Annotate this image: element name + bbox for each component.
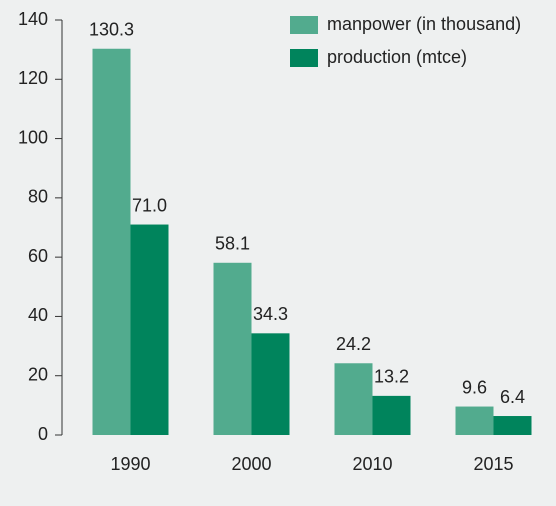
bar (213, 262, 252, 435)
x-tick-label: 2015 (473, 454, 513, 474)
legend-swatch (290, 16, 318, 34)
value-label: 71.0 (132, 195, 167, 215)
y-tick-label: 0 (38, 424, 48, 444)
y-tick-label: 100 (18, 127, 48, 147)
bar (455, 406, 494, 435)
value-label: 58.1 (215, 234, 250, 254)
x-tick-label: 1990 (110, 454, 150, 474)
bar (493, 416, 532, 435)
bar (92, 48, 131, 435)
y-tick-label: 60 (28, 246, 48, 266)
value-label: 34.3 (253, 304, 288, 324)
value-label: 9.6 (462, 377, 487, 397)
y-tick-label: 40 (28, 305, 48, 325)
y-tick-label: 80 (28, 187, 48, 207)
x-tick-label: 2010 (352, 454, 392, 474)
bar (334, 363, 373, 435)
y-tick-label: 140 (18, 9, 48, 29)
bar (251, 333, 290, 435)
legend-label: production (mtce) (327, 47, 467, 67)
bar (372, 395, 411, 435)
y-tick-label: 120 (18, 68, 48, 88)
value-label: 130.3 (89, 20, 134, 40)
x-tick-label: 2000 (231, 454, 271, 474)
legend-swatch (290, 49, 318, 67)
bar (130, 224, 169, 435)
value-label: 6.4 (500, 387, 525, 407)
y-tick-label: 20 (28, 364, 48, 384)
value-label: 13.2 (374, 367, 409, 387)
legend-label: manpower (in thousand) (327, 14, 521, 34)
value-label: 24.2 (336, 334, 371, 354)
